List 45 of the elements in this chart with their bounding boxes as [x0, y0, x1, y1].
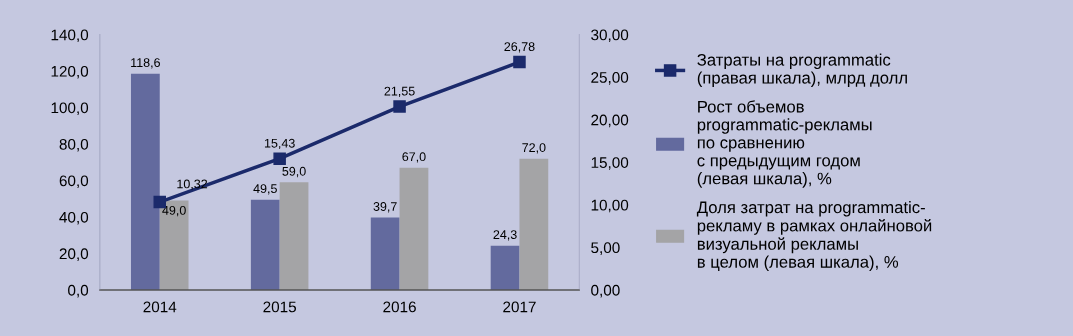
data-label: 59,0	[282, 166, 306, 178]
y-tick-label: 100,0	[51, 102, 89, 116]
legend-label: Рост объемов programmatic-рекламы по сравнению с предыдущим годом (левая шкала), %	[697, 100, 872, 188]
y2-tick-label: 10,00	[591, 199, 629, 213]
data-label: 67,0	[402, 152, 426, 163]
data-label: 26,78	[504, 42, 535, 53]
y-tick-label: 80,0	[59, 138, 89, 152]
data-label: 24,3	[493, 230, 517, 241]
bar	[159, 200, 189, 290]
y-tick-label: 20,0	[59, 248, 89, 261]
data-label: 72,0	[522, 143, 546, 154]
data-label: 39,7	[373, 202, 397, 213]
bar	[250, 199, 280, 290]
y2-tick-label: 20,00	[591, 114, 629, 128]
data-label: 49,0	[162, 205, 186, 217]
y2-tick-label: 5,00	[591, 242, 620, 255]
bar	[490, 245, 520, 290]
y2-tick-label: 15,00	[591, 157, 629, 170]
data-label: 49,5	[253, 184, 277, 195]
y-tick-label: 120,0	[51, 65, 89, 79]
bar	[279, 182, 309, 290]
legend-label: Затраты на programmatic (правая шкала), млрд долл	[697, 53, 907, 87]
y2-tick-label: 30,00	[591, 29, 629, 43]
legend-label: Доля затрат на programmatic- рекламу в рамках онлайновой визуальной рекламы в целом (левая шкала), %	[696, 200, 932, 272]
data-label: 21,55	[384, 86, 415, 98]
bar	[130, 73, 160, 290]
x-tick-label: 2017	[503, 301, 536, 313]
y-tick-label: 40,0	[59, 211, 89, 225]
x-tick-label: 2014	[143, 301, 177, 313]
y-tick-label: 140,0	[51, 29, 89, 43]
point	[513, 55, 526, 69]
y2-tick-label: 25,00	[591, 72, 629, 85]
y-tick-label: 0,0	[68, 284, 89, 298]
data-label: 10,32	[177, 179, 208, 190]
data-label: 15,43	[264, 138, 295, 150]
bar	[399, 167, 429, 290]
bar	[370, 217, 400, 290]
y-tick-label: 60,0	[59, 175, 89, 189]
point	[273, 152, 286, 165]
y2-tick-label: 0,00	[591, 284, 620, 298]
data-label: 118,6	[131, 58, 160, 69]
bar	[519, 158, 549, 290]
x-tick-label: 2015	[263, 301, 297, 313]
point	[393, 100, 406, 113]
x-tick-label: 2016	[383, 301, 416, 313]
